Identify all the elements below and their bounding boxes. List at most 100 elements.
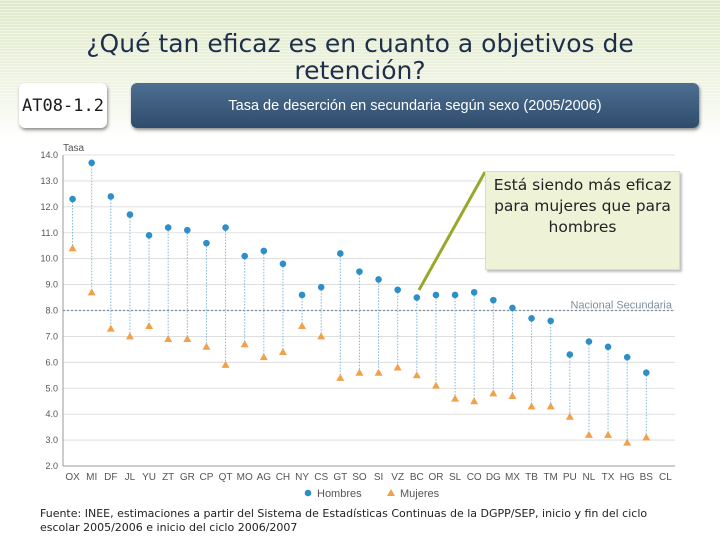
x-tick-label: SI xyxy=(374,472,383,483)
dropout-chart: 2.0 3.0 4.0 5.0 6.0 7.0 8.0 9.0 10.0 11.0 12.0 13.0… xyxy=(40,143,675,500)
hombres-point xyxy=(279,260,287,268)
y-tick-label: 13.0 xyxy=(40,176,58,186)
chart-subtitle: Tasa de deserción en secundaria según se… xyxy=(228,97,602,114)
mujeres-point xyxy=(87,288,96,296)
mujeres-point xyxy=(623,438,632,446)
x-tick-label: BC xyxy=(410,472,424,483)
hombres-point xyxy=(337,250,344,257)
x-tick-label: CL xyxy=(659,472,672,483)
x-tick-label: AG xyxy=(257,472,272,483)
legend-mujeres-marker xyxy=(387,489,395,496)
hombres-point xyxy=(470,289,478,296)
y-tick-label: 7.0 xyxy=(45,331,58,341)
mujeres-point xyxy=(431,381,440,389)
hombres-point xyxy=(203,239,210,247)
x-tick-label: CO xyxy=(467,472,482,483)
x-tick-label: GR xyxy=(180,472,195,483)
hombres-point xyxy=(528,314,535,322)
y-tick-label: 9.0 xyxy=(45,280,58,290)
mujeres-point xyxy=(374,368,383,376)
x-tick-label: TX xyxy=(602,472,615,483)
hombres-point xyxy=(643,369,650,376)
x-tick-label: DG xyxy=(486,472,501,483)
mujeres-point xyxy=(470,397,479,405)
hombres-point xyxy=(241,252,248,260)
hombres-point xyxy=(298,291,306,299)
hombres-point xyxy=(164,224,172,231)
mujeres-point xyxy=(68,244,77,252)
indicator-code-badge: AT08-1.2 xyxy=(19,83,107,128)
x-tick-label: HG xyxy=(620,472,635,483)
x-tick-label: TB xyxy=(525,472,538,483)
x-tick-label: TM xyxy=(543,472,557,483)
x-tick-label: MX xyxy=(505,472,520,483)
x-tick-label: YU xyxy=(142,472,156,483)
mujeres-point xyxy=(259,353,268,361)
y-tick-label: 11.0 xyxy=(41,228,58,238)
mujeres-point xyxy=(412,371,421,379)
y-tick-label: 14.0 xyxy=(40,150,58,160)
mujeres-point xyxy=(546,402,555,410)
x-tick-label: VZ xyxy=(391,472,404,483)
mujeres-point xyxy=(642,433,651,441)
x-tick-label: BS xyxy=(640,472,654,483)
mujeres-point xyxy=(183,335,192,343)
x-tick-label: NL xyxy=(583,472,596,483)
mujeres-point xyxy=(508,392,517,400)
hombres-point xyxy=(432,291,440,299)
mujeres-point xyxy=(565,412,574,420)
y-tick-label: 8.0 xyxy=(45,306,58,316)
y-tick-label: 2.0 xyxy=(45,461,58,471)
hombres-point xyxy=(375,276,382,283)
legend-hombres-marker xyxy=(304,489,312,497)
hombres-point xyxy=(69,195,76,203)
x-tick-label: QT xyxy=(219,472,233,483)
mujeres-point xyxy=(584,430,593,438)
hombres-point xyxy=(413,294,421,301)
y-tick-label: 12.0 xyxy=(40,202,58,212)
mujeres-point xyxy=(202,342,211,350)
y-axis-label: Tasa xyxy=(63,143,85,154)
hombres-point xyxy=(88,159,95,167)
callout-text: Está siendo más eficaz para mujeres que … xyxy=(493,176,672,236)
mujeres-point xyxy=(106,324,115,332)
hombres-point xyxy=(566,351,574,358)
hombres-point xyxy=(356,268,363,275)
source-note: Fuente: INEE, estimaciones a partir del … xyxy=(40,507,648,534)
x-tick-label: JL xyxy=(125,472,136,483)
mujeres-point xyxy=(393,363,402,371)
mujeres-point xyxy=(164,335,173,343)
x-tick-label: DF xyxy=(104,472,117,483)
hombres-point xyxy=(604,343,612,351)
y-tick-label: 10.0 xyxy=(40,254,58,264)
callout-note: Está siendo más eficaz para mujeres que … xyxy=(485,171,680,270)
mujeres-point xyxy=(145,322,154,330)
national-reference-label: Nacional Secundaria xyxy=(570,300,672,312)
mujeres-point xyxy=(527,402,536,410)
y-tick-label: 4.0 xyxy=(45,409,58,419)
mujeres-point xyxy=(451,394,460,402)
mujeres-point xyxy=(604,430,613,438)
mujeres-point xyxy=(125,332,134,340)
x-tick-label: NY xyxy=(295,472,309,483)
x-tick-label: SO xyxy=(352,472,367,483)
x-tick-label: GT xyxy=(333,472,347,483)
hombres-point xyxy=(490,296,497,304)
mujeres-point xyxy=(317,332,326,340)
x-tick-label: MI xyxy=(86,472,97,483)
y-tick-label: 6.0 xyxy=(45,357,58,367)
legend-hombres-label: Hombres xyxy=(317,488,362,500)
hombres-point xyxy=(394,286,401,294)
mujeres-point xyxy=(221,360,230,368)
x-tick-label: CH xyxy=(276,472,290,483)
mujeres-point xyxy=(489,389,498,397)
x-tick-label: PU xyxy=(563,472,577,483)
hombres-point xyxy=(547,317,554,325)
mujeres-point xyxy=(355,368,364,376)
hombres-point xyxy=(623,353,631,361)
hombres-point xyxy=(509,304,516,312)
mujeres-point xyxy=(336,373,345,381)
x-tick-label: ZT xyxy=(162,472,174,483)
legend-mujeres-label: Mujeres xyxy=(400,488,440,500)
x-tick-label: CP xyxy=(199,472,213,483)
